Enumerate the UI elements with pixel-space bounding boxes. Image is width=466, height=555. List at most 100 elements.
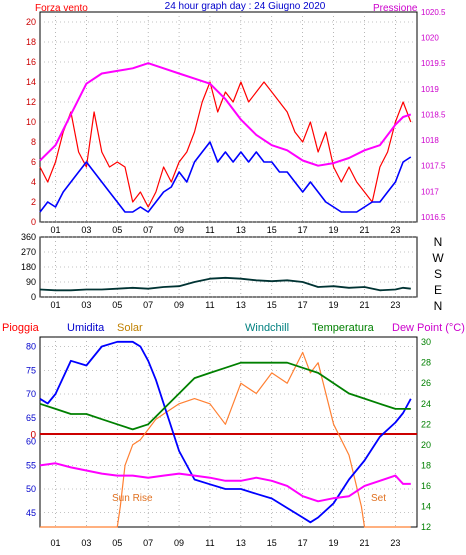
x-tick-label: 21: [359, 538, 369, 548]
compass-w: W: [432, 251, 444, 265]
humidity-y-tick-label: 80: [26, 342, 36, 352]
wind-y-tick-label: 12: [26, 97, 36, 107]
x-tick-label: 03: [81, 225, 91, 235]
gridlines: [40, 12, 417, 527]
temperature-y-tick-label: 22: [421, 419, 431, 429]
sunset-label: Set: [371, 493, 386, 504]
x-tick-label: 23: [390, 225, 400, 235]
temperature-line: [39, 361, 411, 431]
temperature-y-tick-label: 30: [421, 337, 431, 347]
x-tick-label: 21: [359, 300, 369, 310]
humidity-label: Umidita: [67, 322, 105, 334]
x-tick-label: 15: [267, 300, 277, 310]
direction-y-tick-label: 90: [26, 277, 36, 287]
wind-y-tick-label: 8: [31, 137, 36, 147]
wind-y-tick-label: 16: [26, 57, 36, 67]
temperature-y-tick-label: 18: [421, 460, 431, 470]
x-tick-label: 21: [359, 225, 369, 235]
wind-y-tick-label: 0: [31, 217, 36, 227]
temperature-y-tick-label: 28: [421, 358, 431, 368]
wind-panel-frame: [39, 11, 418, 223]
direction-y-tick-label: 360: [21, 232, 36, 242]
compass-e: E: [434, 283, 442, 297]
temperature-label: Temperatura: [312, 322, 375, 334]
humidity-panel-frame: [39, 336, 418, 528]
pressure-y-tick-label: 1020: [421, 34, 439, 43]
wind-avg-line: [39, 141, 412, 213]
x-tick-label: 05: [112, 538, 122, 548]
chart-title: 24 hour graph day : 24 Giugno 2020: [165, 1, 326, 12]
direction-y-tick-label: 180: [21, 262, 36, 272]
compass-n-bottom: N: [434, 299, 443, 313]
humidity-y-tick-label: 75: [26, 365, 36, 375]
wind-y-tick-label: 4: [31, 177, 36, 187]
x-tick-label: 01: [50, 300, 60, 310]
wind-y-tick-label: 6: [31, 157, 36, 167]
pressure-y-tick-label: 1018: [421, 136, 439, 145]
temperature-y-tick-label: 26: [421, 378, 431, 388]
humidity-y-tick-label: 55: [26, 460, 36, 470]
x-tick-label: 19: [329, 225, 339, 235]
x-tick-label: 07: [143, 538, 153, 548]
x-tick-label: 09: [174, 538, 184, 548]
temperature-y-tick-label: 12: [421, 522, 431, 532]
x-tick-label: 17: [298, 538, 308, 548]
temperature-y-tick-label: 14: [421, 501, 431, 511]
x-tick-label: 03: [81, 300, 91, 310]
pressure-y-tick-label: 1017: [421, 187, 439, 196]
humidity-y-tick-label: 60: [26, 437, 36, 447]
x-tick-label: 11: [205, 538, 214, 548]
x-tick-label: 11: [205, 225, 214, 235]
x-tick-label: 05: [112, 225, 122, 235]
temperature-y-tick-label: 20: [421, 440, 431, 450]
x-tick-label: 17: [298, 300, 308, 310]
x-tick-label: 03: [81, 538, 91, 548]
x-tick-label: 19: [329, 538, 339, 548]
direction-y-tick-label: 270: [21, 247, 36, 257]
humidity-y-tick-label: 50: [26, 484, 36, 494]
compass-n-top: N: [434, 235, 443, 249]
compass-s: S: [434, 267, 442, 281]
pressure-y-tick-label: 1016.5: [421, 213, 446, 222]
x-tick-label: 09: [174, 225, 184, 235]
temperature-y-tick-label: 16: [421, 481, 431, 491]
pressure-y-tick-label: 1018.5: [421, 110, 446, 119]
rain-zero-label: 0: [30, 430, 36, 441]
x-tick-label: 07: [143, 225, 153, 235]
dewpoint-line: [39, 462, 411, 503]
x-tick-label: 15: [267, 225, 277, 235]
x-tick-label: 01: [50, 225, 60, 235]
solar-label: Solar: [117, 322, 143, 334]
pressure-label: Pressione: [373, 3, 418, 14]
wind-y-tick-label: 18: [26, 37, 36, 47]
direction-y-tick-label: 0: [31, 292, 36, 302]
wind-y-tick-label: 10: [26, 117, 36, 127]
x-tick-label: 11: [205, 300, 214, 310]
solar-line: [40, 351, 411, 528]
x-tick-label: 17: [298, 225, 308, 235]
pressure-y-tick-label: 1019.5: [421, 59, 446, 68]
pressure-y-tick-label: 1017.5: [421, 162, 446, 171]
axis-ticks: 024681012141618201016.510171017.51018101…: [21, 8, 446, 548]
x-tick-label: 05: [112, 300, 122, 310]
x-tick-label: 01: [50, 538, 60, 548]
data-series: [39, 62, 417, 528]
x-tick-label: 13: [236, 225, 246, 235]
humidity-line: [39, 340, 412, 524]
rain-label: Pioggia: [2, 322, 40, 334]
pressure-line: [39, 62, 412, 167]
humidity-y-tick-label: 45: [26, 508, 36, 518]
wind-y-tick-label: 14: [26, 77, 36, 87]
x-tick-label: 13: [236, 538, 246, 548]
x-tick-label: 23: [390, 538, 400, 548]
x-tick-label: 19: [329, 300, 339, 310]
sunrise-label: Sun Rise: [112, 493, 153, 504]
x-tick-label: 13: [236, 300, 246, 310]
x-tick-label: 23: [390, 300, 400, 310]
humidity-y-tick-label: 65: [26, 413, 36, 423]
x-tick-label: 07: [143, 300, 153, 310]
windchill-label: Windchill: [245, 322, 289, 334]
wind-gust-line: [39, 81, 412, 208]
